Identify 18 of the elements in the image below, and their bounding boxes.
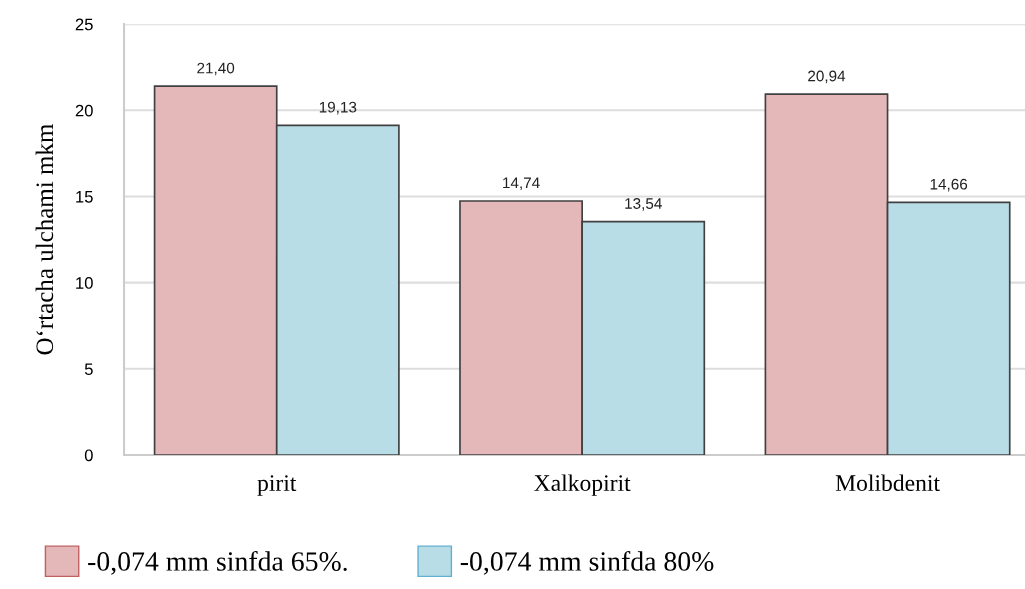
data-label: 21,40 bbox=[197, 62, 235, 76]
data-label: 14,74 bbox=[503, 177, 540, 191]
y-tick-label: 0 bbox=[84, 449, 93, 462]
y-tick-label: 25 bbox=[75, 18, 93, 31]
y-tick-label: 15 bbox=[76, 191, 93, 203]
data-label: 14,66 bbox=[930, 178, 968, 192]
legend-label: -0,074 mm sinfda 80% bbox=[460, 551, 714, 575]
data-label: 20,94 bbox=[808, 70, 846, 84]
x-tick-label: Xalkopirit bbox=[534, 474, 631, 496]
data-label: 19,13 bbox=[319, 101, 357, 115]
y-tick-label: 20 bbox=[75, 104, 93, 117]
y-tick-label: 5 bbox=[84, 363, 93, 376]
y-tick-label: 10 bbox=[76, 277, 93, 289]
data-label: 13,54 bbox=[625, 198, 662, 211]
legend-label: -0,074 mm sinfda 65%. bbox=[88, 551, 347, 575]
x-tick-label: pirit bbox=[257, 475, 297, 496]
x-tick-label: Molibdenit bbox=[835, 474, 940, 492]
y-axis-title: O‘rtacha ulchami mkm bbox=[35, 124, 54, 355]
